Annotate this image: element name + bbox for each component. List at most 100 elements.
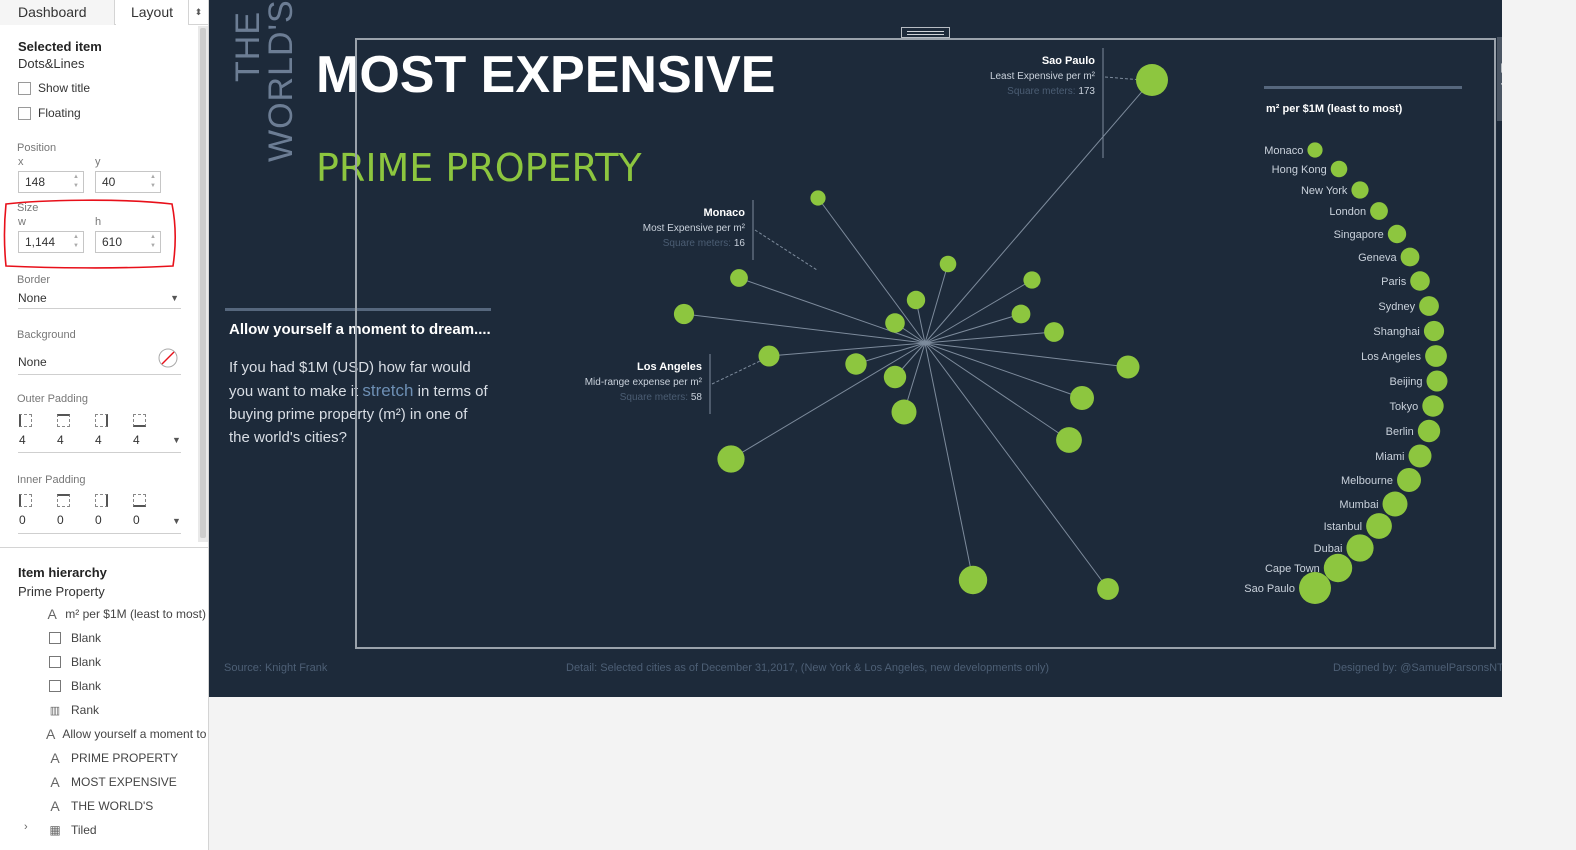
- inner-padding-left[interactable]: 0: [19, 513, 26, 527]
- annotation-sqm-value: 16: [734, 238, 746, 249]
- no-color-swatch-icon[interactable]: [157, 347, 179, 369]
- popout-icon[interactable]: [1497, 57, 1502, 77]
- annotation-sqm: Square meters: 16: [663, 238, 746, 249]
- rank-label: Tokyo: [1390, 401, 1419, 413]
- city-dot: [1056, 427, 1082, 453]
- width-field[interactable]: 1,144 ▲ ▼: [18, 231, 84, 253]
- blank-icon: [49, 632, 61, 644]
- main-title: MOST EXPENSIVE: [316, 46, 776, 104]
- hierarchy-item[interactable]: A PRIME PROPERTY: [46, 749, 206, 767]
- hierarchy-item[interactable]: A MOST EXPENSIVE: [46, 773, 206, 791]
- close-icon[interactable]: ✕: [1497, 37, 1503, 57]
- hierarchy-item[interactable]: A Allow yourself a moment to dream....: [46, 725, 206, 743]
- hierarchy-item[interactable]: A THE WORLD'S: [46, 797, 206, 815]
- rank-dot: [1370, 202, 1388, 220]
- y-position-field[interactable]: 40 ▲ ▼: [95, 171, 161, 193]
- hierarchy-item-label: Rank: [71, 703, 100, 717]
- hierarchy-item[interactable]: Blank: [46, 629, 206, 647]
- tab-dashboard[interactable]: Dashboard: [0, 0, 115, 25]
- pad-left-icon: [19, 494, 32, 507]
- floating-checkbox[interactable]: Floating: [18, 105, 81, 121]
- rank-label: Mumbai: [1339, 499, 1378, 511]
- annotation-sqm: Square meters: 173: [1007, 86, 1095, 97]
- outer-padding-top[interactable]: 4: [57, 433, 64, 447]
- hierarchy-item[interactable]: Blank: [46, 677, 206, 695]
- outer-padding-bottom[interactable]: 4: [133, 433, 140, 447]
- filter-icon[interactable]: [1497, 79, 1502, 99]
- rank-label: Cape Town: [1265, 563, 1320, 575]
- sub-title: PRIME PROPERTY: [316, 146, 642, 190]
- panel-menu-icon[interactable]: ⬍: [188, 0, 208, 25]
- outer-padding-right[interactable]: 4: [95, 433, 102, 447]
- more-options-icon[interactable]: ▼: [1497, 100, 1502, 120]
- rank-label: Istanbul: [1324, 521, 1363, 533]
- spokes-layer: [683, 79, 1153, 590]
- city-dot: [1136, 64, 1168, 96]
- dots-and-lines-chart[interactable]: Sao Paulo Least Expensive per m² Square me…: [209, 0, 1502, 697]
- item-toolbar: ✕ ▼: [1497, 37, 1502, 121]
- expand-chevron-icon[interactable]: ›: [24, 821, 28, 833]
- width-spin-arrows-icon[interactable]: ▲ ▼: [73, 234, 79, 249]
- annotation-sqm: Square meters: 58: [620, 392, 703, 403]
- spoke-line: [924, 263, 949, 344]
- annotation-sqm-value: 58: [691, 392, 703, 403]
- annotation-sqm-label: Square meters:: [620, 392, 691, 403]
- rank-dot: [1419, 296, 1439, 316]
- border-dropdown[interactable]: None ▼: [18, 291, 181, 309]
- rank-label: Hong Kong: [1272, 164, 1327, 176]
- hierarchy-item[interactable]: ▦ Tiled: [46, 821, 206, 839]
- hierarchy-root[interactable]: Prime Property: [18, 584, 105, 599]
- text-icon: A: [46, 726, 56, 742]
- hierarchy-item-label: PRIME PROPERTY: [71, 751, 179, 765]
- pad-top-icon: [57, 494, 70, 507]
- panel-scrollbar-thumb[interactable]: [200, 28, 206, 538]
- checkbox-box[interactable]: [18, 106, 31, 120]
- y-spin-arrows-icon[interactable]: ▲ ▼: [150, 174, 156, 189]
- outer-padding-label: Outer Padding: [17, 393, 88, 405]
- outer-padding-chevron-down-icon[interactable]: ▼: [172, 435, 181, 445]
- spoke-line: [730, 342, 926, 460]
- panel-tabbar: Dashboard Layout ⬍: [0, 0, 208, 26]
- outer-padding-left[interactable]: 4: [19, 433, 26, 447]
- layout-panel: Dashboard Layout ⬍ Selected item Dots&Li…: [0, 0, 209, 850]
- text-icon: A: [50, 774, 60, 790]
- border-value: None: [18, 291, 47, 305]
- inner-padding-right[interactable]: 0: [95, 513, 102, 527]
- x-position-field[interactable]: 148 ▲ ▼: [18, 171, 84, 193]
- background-dropdown[interactable]: None: [18, 355, 181, 375]
- inner-padding-top[interactable]: 0: [57, 513, 64, 527]
- hierarchy-item[interactable]: Blank: [46, 653, 206, 671]
- height-spin-arrows-icon[interactable]: ▲ ▼: [150, 234, 156, 249]
- hierarchy-item-label: Blank: [71, 631, 102, 645]
- rank-dot: [1346, 534, 1374, 562]
- pad-top-icon: [57, 414, 70, 427]
- rank-dot: [1366, 513, 1392, 539]
- city-dot: [1116, 355, 1140, 379]
- tab-layout[interactable]: Layout: [116, 0, 188, 26]
- x-spin-arrows-icon[interactable]: ▲ ▼: [73, 174, 79, 189]
- tiled-icon: ▦: [49, 823, 61, 837]
- spoke-line: [683, 313, 926, 344]
- height-value: 610: [102, 235, 123, 249]
- inner-padding-bottom[interactable]: 0: [133, 513, 140, 527]
- annotation-city: Los Angeles: [637, 361, 702, 373]
- show-title-checkbox[interactable]: Show title: [18, 80, 90, 96]
- checkbox-box[interactable]: [18, 81, 31, 95]
- height-field[interactable]: 610 ▲ ▼: [95, 231, 161, 253]
- rank-title: m² per $1M (least to most): [1266, 103, 1403, 115]
- city-dot: [1044, 322, 1064, 342]
- annotation-leader: [711, 360, 761, 385]
- outer-padding-underline: [18, 452, 181, 453]
- background-label: Background: [17, 329, 76, 341]
- drag-handle[interactable]: [901, 27, 950, 38]
- hierarchy-item[interactable]: ▥ Rank: [46, 701, 206, 719]
- text-icon: A: [47, 606, 57, 622]
- size-highlight-annotation: [3, 199, 176, 269]
- pad-bottom-icon: [133, 494, 146, 507]
- inner-padding-label: Inner Padding: [17, 474, 86, 486]
- city-dot: [717, 445, 745, 473]
- dashboard-canvas: THE WORLD'S MOST EXPENSIVE PRIME PROPERT…: [209, 0, 1502, 697]
- inner-padding-chevron-down-icon[interactable]: ▼: [172, 516, 181, 526]
- spoke-line: [855, 342, 926, 365]
